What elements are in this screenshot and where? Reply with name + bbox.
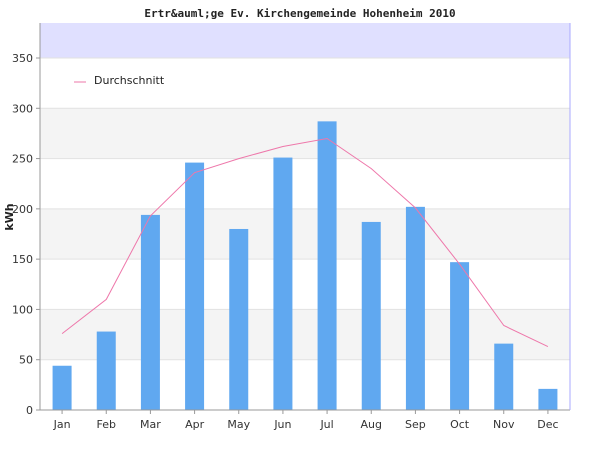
- bar-jul: [317, 121, 337, 411]
- bar-oct: [450, 262, 470, 410]
- legend-label: Durchschnitt: [94, 74, 165, 87]
- bar-jun: [273, 157, 293, 410]
- bar-apr: [185, 162, 205, 410]
- y-tick-label: 300: [12, 102, 33, 115]
- x-tick-label: Oct: [450, 418, 470, 431]
- bar-may: [229, 228, 249, 410]
- bar-jan: [52, 365, 72, 410]
- line-series: [61, 137, 549, 348]
- y-axis-label: kWh: [3, 203, 16, 230]
- bar-dec: [538, 388, 558, 410]
- bar-sep: [405, 206, 425, 410]
- x-tick-label: Jun: [273, 418, 291, 431]
- plot-band: [40, 208, 570, 260]
- y-tick-label: 150: [12, 253, 33, 266]
- legend: Durchschnitt: [74, 74, 165, 87]
- x-tick-label: Feb: [97, 418, 116, 431]
- x-tick-label: Sep: [405, 418, 426, 431]
- plot-band: [40, 309, 570, 360]
- plot-bands: [40, 58, 570, 410]
- plot-band: [40, 58, 570, 109]
- bar-feb: [96, 331, 116, 410]
- bar-aug: [361, 221, 381, 410]
- y-tick-label: 0: [26, 404, 33, 417]
- x-tick-label: Dec: [537, 418, 558, 431]
- x-tick-label: Aug: [361, 418, 382, 431]
- y-tick-label: 50: [19, 354, 33, 367]
- plot-band: [40, 108, 570, 159]
- average-line: [61, 137, 549, 348]
- axes: [39, 23, 571, 411]
- bar-nov: [494, 343, 514, 410]
- plot-band: [40, 359, 570, 410]
- y-tick-label: 250: [12, 153, 33, 166]
- x-tick-label: May: [227, 418, 250, 431]
- y-tick-labels: 0 50 100 150 200 250 300 350: [12, 52, 40, 417]
- y-tick-label: 200: [12, 203, 33, 216]
- plot-band: [40, 158, 570, 209]
- chart-title: Ertr&auml;ge Ev. Kirchengemeinde Hohenhe…: [144, 7, 455, 20]
- plot-top-band: [40, 23, 570, 58]
- x-tick-label: Apr: [185, 418, 205, 431]
- bar-series: [52, 121, 558, 411]
- plot-band: [40, 259, 570, 310]
- x-tick-label: Jul: [319, 418, 333, 431]
- x-tick-label: Jan: [53, 418, 71, 431]
- y-tick-label: 100: [12, 303, 33, 316]
- x-tick-labels: Jan Feb Mar Apr May Jun Jul Aug Sep Oct Nov Dec: [53, 410, 559, 431]
- x-tick-label: Mar: [140, 418, 161, 431]
- x-tick-label: Nov: [493, 418, 515, 431]
- y-tick-label: 350: [12, 52, 33, 65]
- bar-mar: [140, 214, 160, 410]
